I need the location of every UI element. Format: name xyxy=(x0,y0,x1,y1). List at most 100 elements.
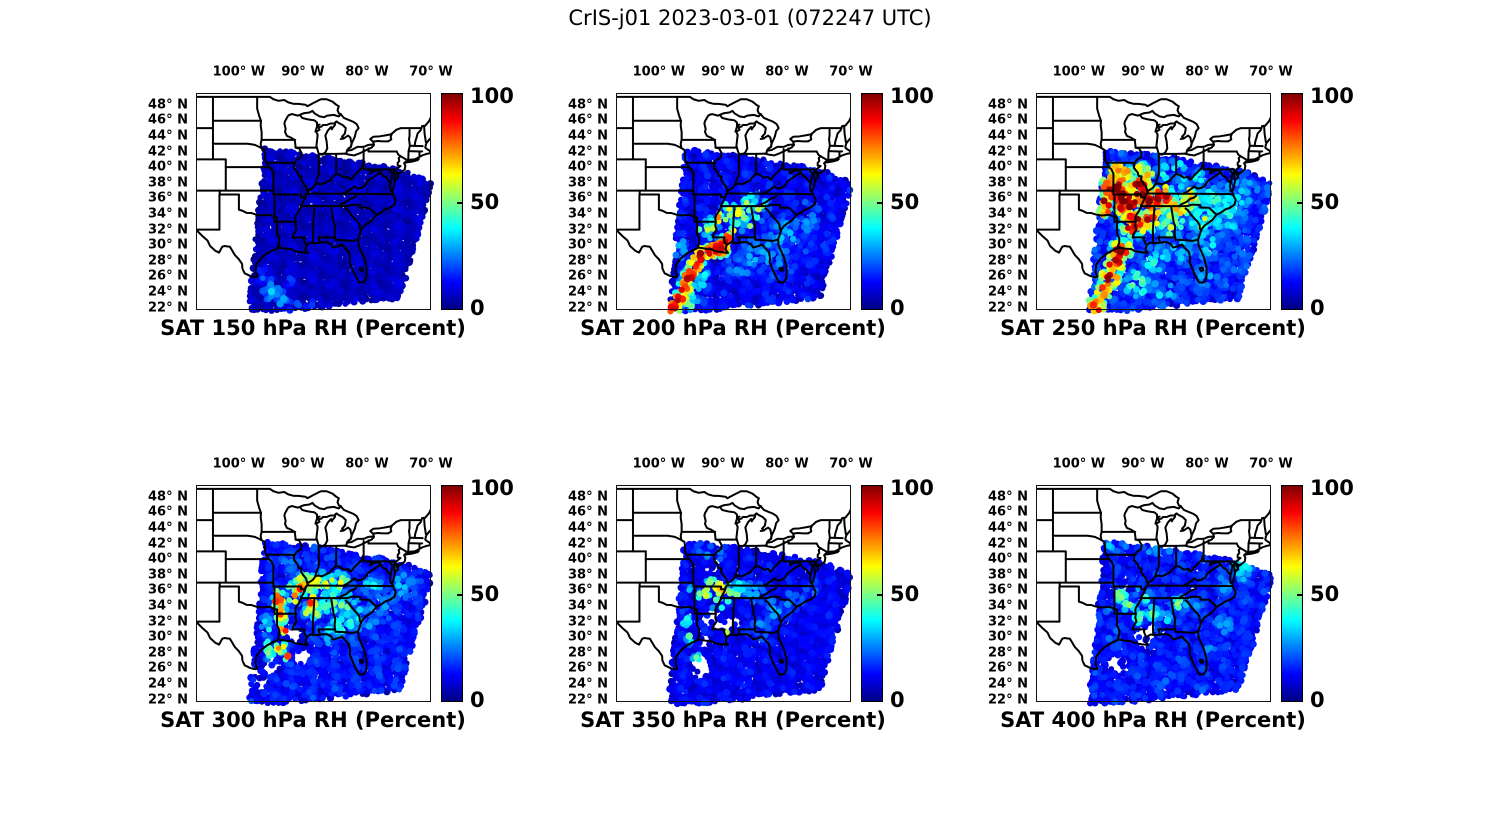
lat-tick-label: 24° N xyxy=(988,284,1028,300)
lat-axis-labels: 48° N 46° N 44° N 42° N 40° N 38° N 36° N 34° N… xyxy=(978,93,1028,315)
lat-tick-label: 36° N xyxy=(148,190,188,206)
lon-tick-label: 100° W xyxy=(1052,64,1106,80)
lat-tick-label: 26° N xyxy=(148,660,188,676)
colorbar xyxy=(861,93,883,310)
lat-tick-label: 26° N xyxy=(148,268,188,284)
lat-tick-label: 24° N xyxy=(148,284,188,300)
lon-tick-label: 70° W xyxy=(1249,456,1293,472)
lat-tick-label: 40° N xyxy=(568,159,608,175)
lat-tick-label: 44° N xyxy=(988,128,1028,144)
lat-tick-label: 40° N xyxy=(568,551,608,567)
colorbar-mid-tick xyxy=(877,201,882,204)
colorbar-gradient xyxy=(862,486,882,701)
colorbar-tick-label: 50 xyxy=(890,581,920,606)
lat-tick-label: 28° N xyxy=(148,253,188,269)
lat-tick-label: 34° N xyxy=(568,598,608,614)
colorbar-mid-tick xyxy=(877,593,882,596)
colorbar-tick-label: 100 xyxy=(1310,84,1354,108)
lat-tick-label: 44° N xyxy=(568,128,608,144)
lat-tick-label: 34° N xyxy=(148,206,188,222)
lat-tick-label: 48° N xyxy=(148,489,188,505)
rh-map-250hpa xyxy=(1031,88,1276,315)
lon-tick-label: 80° W xyxy=(345,456,389,472)
lat-tick-label: 38° N xyxy=(568,567,608,583)
colorbar-tick-label: 100 xyxy=(890,476,934,500)
lat-tick-label: 28° N xyxy=(148,645,188,661)
lat-tick-label: 44° N xyxy=(148,520,188,536)
colorbar xyxy=(1281,93,1303,310)
lon-tick-label: 80° W xyxy=(1185,456,1229,472)
figure-title: CrIS-j01 2023-03-01 (072247 UTC) xyxy=(568,6,932,30)
panel-title: SAT 400 hPa RH (Percent) xyxy=(1000,708,1306,732)
lat-tick-label: 24° N xyxy=(148,676,188,692)
lat-tick-label: 22° N xyxy=(568,692,608,708)
lon-tick-label: 70° W xyxy=(409,456,453,472)
lat-axis-labels: 48° N 46° N 44° N 42° N 40° N 38° N 36° N 34° N… xyxy=(138,485,188,707)
colorbar-tick-label: 0 xyxy=(1310,296,1325,320)
lon-tick-label: 80° W xyxy=(765,64,809,80)
lat-tick-label: 36° N xyxy=(568,190,608,206)
lat-tick-label: 32° N xyxy=(988,614,1028,630)
lat-tick-label: 44° N xyxy=(568,520,608,536)
lat-tick-label: 48° N xyxy=(988,97,1028,113)
lat-tick-label: 40° N xyxy=(148,551,188,567)
lat-tick-label: 34° N xyxy=(988,206,1028,222)
lat-tick-label: 22° N xyxy=(988,692,1028,708)
lat-tick-label: 38° N xyxy=(988,175,1028,191)
lat-tick-label: 46° N xyxy=(988,504,1028,520)
lat-tick-label: 44° N xyxy=(988,520,1028,536)
colorbar-tick-label: 100 xyxy=(470,84,514,108)
lat-axis-labels: 48° N 46° N 44° N 42° N 40° N 38° N 36° N 34° N… xyxy=(978,485,1028,707)
colorbar-tick-label: 100 xyxy=(1310,476,1354,500)
colorbar-mid-tick xyxy=(457,201,462,204)
lat-tick-label: 46° N xyxy=(148,112,188,128)
lat-tick-label: 24° N xyxy=(568,284,608,300)
rh-map-200hpa xyxy=(611,88,856,315)
colorbar-tick-label: 0 xyxy=(890,296,905,320)
lat-tick-label: 44° N xyxy=(148,128,188,144)
lat-tick-label: 32° N xyxy=(568,614,608,630)
lat-tick-label: 40° N xyxy=(988,159,1028,175)
lat-tick-label: 36° N xyxy=(988,190,1028,206)
lat-tick-label: 28° N xyxy=(988,253,1028,269)
colorbar-gradient xyxy=(1282,94,1302,309)
panel-150hpa: 48° N 46° N 44° N 42° N 40° N 38° N 36° N 34° N… xyxy=(148,65,514,341)
panel-title: SAT 150 hPa RH (Percent) xyxy=(160,316,466,340)
colorbar-mid-tick xyxy=(457,593,462,596)
rh-map-150hpa xyxy=(191,88,436,315)
panel-title: SAT 200 hPa RH (Percent) xyxy=(580,316,886,340)
lat-tick-label: 38° N xyxy=(148,175,188,191)
lat-tick-label: 22° N xyxy=(988,300,1028,316)
lat-tick-label: 24° N xyxy=(988,676,1028,692)
lat-tick-label: 32° N xyxy=(148,222,188,238)
lon-tick-label: 80° W xyxy=(345,64,389,80)
colorbar xyxy=(1281,485,1303,702)
lon-tick-label: 100° W xyxy=(632,456,686,472)
colorbar-mid-tick xyxy=(1297,201,1302,204)
lat-tick-label: 30° N xyxy=(568,237,608,253)
lat-tick-label: 48° N xyxy=(568,489,608,505)
lat-tick-label: 42° N xyxy=(568,536,608,552)
colorbar-tick-label: 50 xyxy=(1310,189,1340,214)
rh-map-350hpa xyxy=(611,480,856,707)
colorbar xyxy=(441,93,463,310)
lon-tick-label: 90° W xyxy=(1121,456,1165,472)
lat-tick-label: 36° N xyxy=(988,582,1028,598)
colorbar-tick-label: 0 xyxy=(470,296,485,320)
colorbar-tick-label: 0 xyxy=(1310,688,1325,712)
lat-tick-label: 42° N xyxy=(148,144,188,160)
colorbar-tick-label: 100 xyxy=(470,476,514,500)
lat-tick-label: 34° N xyxy=(148,598,188,614)
lat-tick-label: 30° N xyxy=(148,629,188,645)
colorbar-tick-label: 50 xyxy=(1310,581,1340,606)
lat-tick-label: 28° N xyxy=(568,645,608,661)
lat-tick-label: 32° N xyxy=(988,222,1028,238)
panel-400hpa: 48° N 46° N 44° N 42° N 40° N 38° N 36° N 34° N… xyxy=(988,457,1354,733)
lat-tick-label: 26° N xyxy=(988,268,1028,284)
colorbar-tick-label: 100 xyxy=(890,84,934,108)
lon-tick-label: 100° W xyxy=(632,64,686,80)
lat-tick-label: 42° N xyxy=(148,536,188,552)
panel-200hpa: 48° N 46° N 44° N 42° N 40° N 38° N 36° N 34° N… xyxy=(568,65,934,341)
lat-tick-label: 42° N xyxy=(988,536,1028,552)
lat-tick-label: 36° N xyxy=(148,582,188,598)
